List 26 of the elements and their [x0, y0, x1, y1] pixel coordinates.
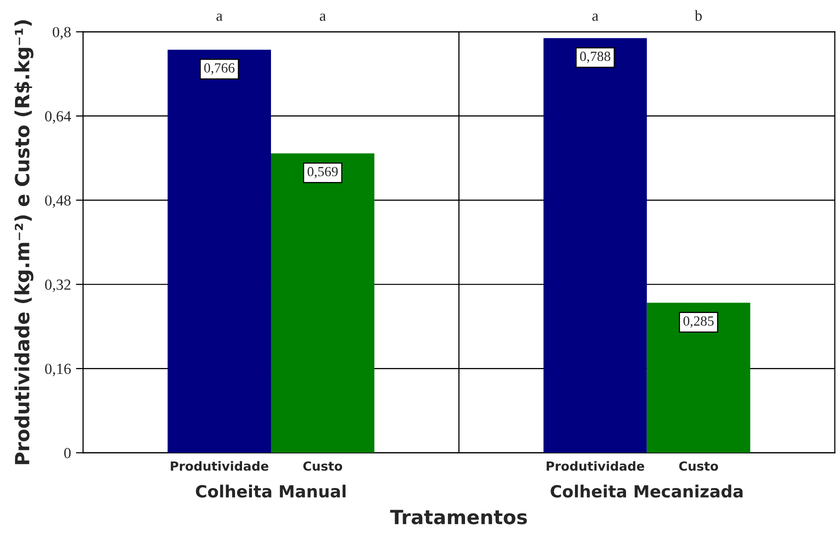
data-label: 0,569: [308, 166, 338, 178]
bar: [168, 50, 271, 453]
text: a: [216, 14, 222, 21]
data-label: 0,788: [580, 52, 610, 64]
y-axis-title: Produtividade (kg.m⁻²) e Custo (R$.kg⁻¹): [14, 20, 34, 464]
data-label: 0,285: [683, 316, 714, 328]
series-label: Produtividade: [170, 461, 268, 471]
y-tick-label: 0,8: [52, 26, 71, 40]
text: b: [694, 10, 702, 21]
bar: [544, 38, 647, 453]
bar: [646, 302, 750, 453]
y-tick-label: 0,32: [45, 280, 70, 292]
text: a: [320, 14, 326, 21]
y-tick-label: 0,48: [45, 195, 71, 208]
y-tick-label: 0: [64, 448, 71, 458]
x-tick-label: Colheita Manual: [196, 484, 346, 498]
text: a: [592, 14, 598, 21]
x-axis-title: Tratamentos: [390, 510, 527, 524]
text: Produtividade: [546, 461, 644, 471]
text: Custo: [679, 461, 718, 471]
series-label: Custo: [303, 461, 342, 471]
y-tick-label: 0,64: [45, 111, 72, 124]
x-tick-label: Colheita Mecanizada: [550, 484, 743, 498]
data-label: 0,766: [204, 63, 235, 75]
y-tick-label: 0,16: [45, 364, 71, 376]
bar: [270, 153, 374, 453]
